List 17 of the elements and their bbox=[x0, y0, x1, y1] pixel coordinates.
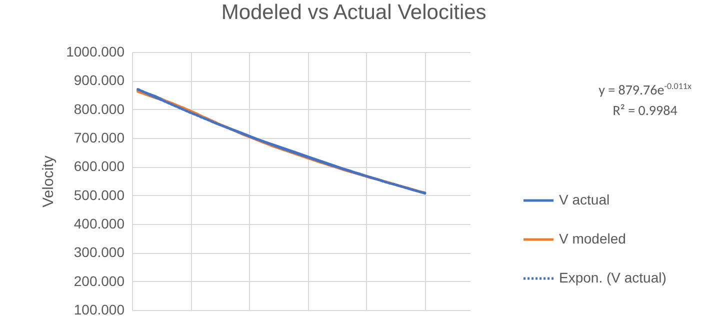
y-tick-label: 100.000 bbox=[74, 302, 125, 318]
y-tick-label: 400.000 bbox=[74, 216, 125, 232]
legend-label: Expon. (V actual) bbox=[559, 270, 666, 286]
text: y = 879.76e$^{-0.011x}$ bbox=[598, 80, 692, 101]
y-axis-title: Velocity bbox=[40, 155, 58, 208]
y-tick-label: 800.000 bbox=[74, 100, 125, 117]
legend-label: V modeled bbox=[559, 230, 626, 246]
y-tick-label: 600.000 bbox=[74, 158, 125, 174]
y-tick-label: 1000.000 bbox=[66, 44, 125, 60]
y-tick-label: 200.000 bbox=[74, 272, 125, 289]
text: R² = 0.9984 bbox=[612, 100, 678, 121]
y-tick-label: 300.000 bbox=[74, 244, 125, 260]
y-tick-label: 700.000 bbox=[74, 130, 125, 146]
chart-title: Modeled vs Actual Velocities bbox=[221, 1, 486, 24]
y-tick-label: 500.000 bbox=[74, 186, 125, 203]
y-tick-label: 900.000 bbox=[74, 72, 125, 88]
legend-label: V actual bbox=[559, 192, 610, 208]
